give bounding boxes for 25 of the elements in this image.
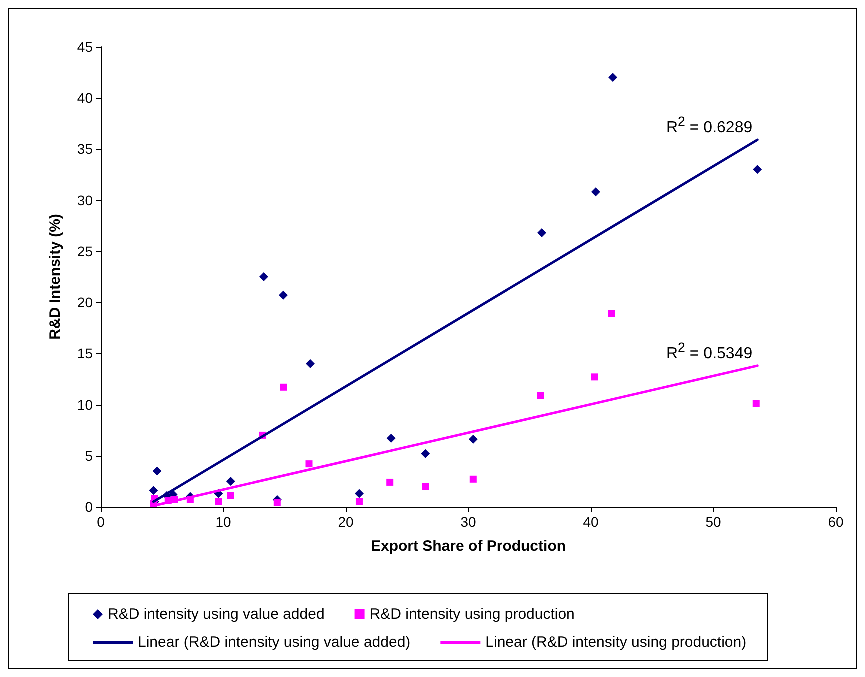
legend-label: Linear (R&D intensity using production)	[486, 634, 747, 651]
y-axis-title: R&D Intensity (%)	[47, 214, 64, 340]
y-tick-label: 25	[77, 243, 94, 260]
x-tick-label: 60	[828, 514, 844, 530]
y-tick-label: 35	[77, 141, 94, 158]
annotation: R$^{2}$ = 0.6289	[666, 114, 753, 138]
legend-label: R&D intensity using production	[370, 606, 575, 623]
y-tick-label: 15	[77, 346, 94, 362]
x-tick-label: 50	[706, 514, 722, 530]
legend-label: Linear (R&D intensity using value added)	[138, 634, 411, 651]
x-tick-label: 10	[216, 514, 232, 530]
x-tick-label: 40	[583, 514, 599, 530]
x-axis-title: Export Share of Production	[370, 538, 566, 555]
y-tick-label: 0	[85, 499, 94, 515]
x-tick-label: 30	[460, 514, 476, 530]
y-tick-label: 20	[77, 294, 94, 311]
x-tick-label: 20	[338, 514, 354, 530]
legend-label: R&D intensity using value added	[108, 606, 325, 623]
x-tick-label: 0	[97, 514, 106, 530]
y-tick-label: 10	[77, 396, 94, 413]
y-tick-label: 40	[77, 90, 94, 106]
y-tick-label: 45	[77, 39, 94, 55]
y-tick-label: 30	[77, 192, 94, 208]
annotation: R$^{2}$ = 0.5349	[666, 340, 753, 363]
y-tick-label: 5	[85, 448, 94, 464]
